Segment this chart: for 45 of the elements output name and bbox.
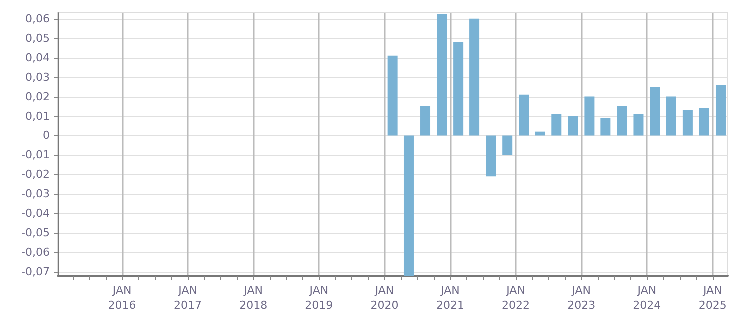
x-tick-label: JAN 2021 <box>436 284 464 312</box>
bar <box>535 132 546 136</box>
bar <box>437 14 448 136</box>
bar <box>470 18 480 136</box>
x-tick-label: JAN 2022 <box>502 284 530 312</box>
x-tick-label: JAN 2023 <box>568 284 596 312</box>
bar <box>420 106 431 136</box>
y-tick-label: 0,05 <box>26 32 50 45</box>
y-tick-label: 0,03 <box>26 70 50 84</box>
bar <box>634 114 644 136</box>
y-tick-label: 0,02 <box>26 90 50 104</box>
bar <box>388 56 398 136</box>
y-tick-label: 0,06 <box>26 12 50 26</box>
bar <box>486 136 496 177</box>
bar <box>584 96 595 136</box>
bar <box>666 96 676 136</box>
bar <box>617 106 628 136</box>
y-tick-label: -0,02 <box>22 168 50 182</box>
bar <box>552 114 562 136</box>
y-tick-label: -0,07 <box>22 266 50 279</box>
bar <box>699 108 710 136</box>
bar <box>568 116 578 136</box>
y-tick-label: -0,05 <box>22 226 50 240</box>
y-tick-label: -0,03 <box>22 188 50 201</box>
x-tick-label: JAN 2017 <box>174 284 202 312</box>
bar <box>682 110 693 136</box>
y-tick-label: 0,04 <box>26 51 50 64</box>
bar <box>502 136 513 156</box>
bar <box>650 87 660 136</box>
x-tick-label: JAN 2025 <box>698 284 727 312</box>
bar <box>716 85 726 136</box>
x-tick-label: JAN 2024 <box>633 284 662 312</box>
y-tick-label: 0,01 <box>26 110 50 123</box>
bar <box>600 118 611 136</box>
y-tick-label: -0,04 <box>22 207 50 220</box>
x-tick-label: JAN 2019 <box>305 284 334 312</box>
bar <box>519 94 530 136</box>
x-tick-label: JAN 2018 <box>240 284 268 312</box>
x-tick-label: JAN 2016 <box>108 284 136 312</box>
bar <box>404 136 414 276</box>
bar <box>454 42 464 136</box>
x-tick-label: JAN 2020 <box>370 284 399 312</box>
y-tick-label: -0,06 <box>22 246 50 260</box>
y-tick-label: 0 <box>43 129 50 142</box>
y-tick-label: -0,01 <box>22 148 50 162</box>
